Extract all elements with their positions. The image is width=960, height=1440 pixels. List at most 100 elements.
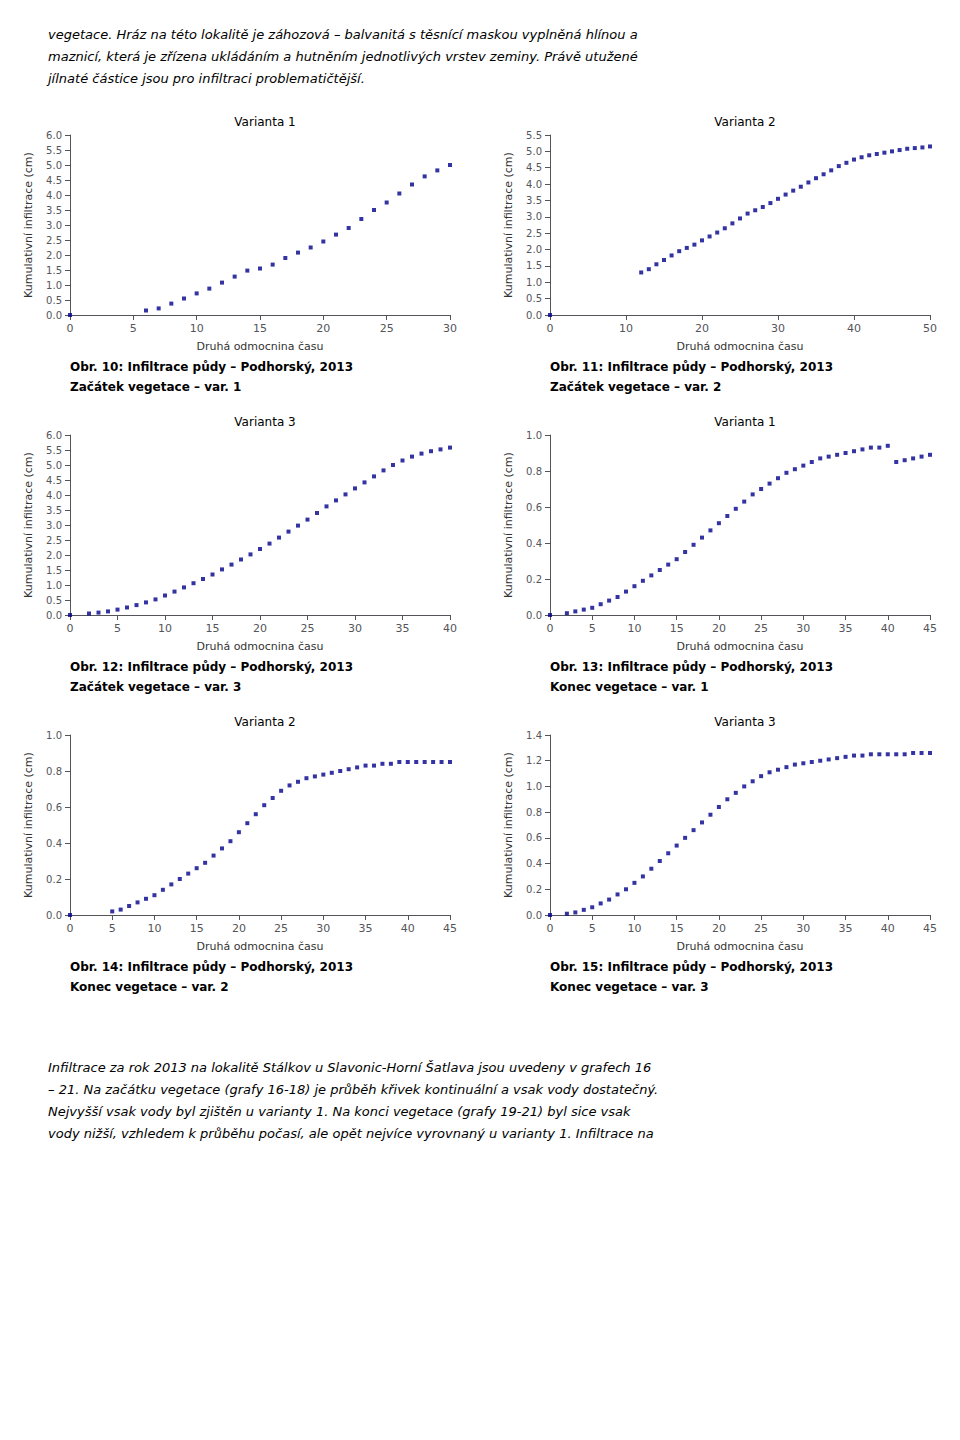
svg-text:Varianta 2: Varianta 2 [714, 115, 775, 129]
svg-text:35: 35 [396, 622, 410, 635]
svg-text:vody nižší, vzhledem k průběhu: vody nižší, vzhledem k průběhu počasí, a… [48, 1126, 654, 1141]
svg-text:0.2: 0.2 [46, 874, 62, 885]
svg-text:5: 5 [589, 922, 596, 935]
svg-text:2.5: 2.5 [46, 235, 62, 246]
svg-text:Kumulativní infiltrace (cm): Kumulativní infiltrace (cm) [22, 752, 35, 898]
svg-text:Druhá odmocnina času: Druhá odmocnina času [196, 340, 323, 353]
svg-text:40: 40 [401, 922, 415, 935]
svg-text:5.0: 5.0 [46, 460, 62, 471]
svg-text:25: 25 [754, 922, 768, 935]
svg-text:30: 30 [796, 622, 810, 635]
svg-text:Obr. 12: Infiltrace půdy – Pod: Obr. 12: Infiltrace půdy – Podhorský, 20… [70, 660, 353, 674]
svg-text:Obr. 10: Infiltrace půdy – Pod: Obr. 10: Infiltrace půdy – Podhorský, 20… [70, 360, 353, 374]
svg-text:1.0: 1.0 [526, 781, 542, 792]
svg-text:0.0: 0.0 [46, 310, 62, 321]
svg-text:Konec vegetace – var. 1: Konec vegetace – var. 1 [550, 680, 709, 694]
svg-text:0: 0 [547, 322, 554, 335]
svg-text:15: 15 [670, 622, 684, 635]
svg-text:3.0: 3.0 [46, 220, 62, 231]
svg-text:2.5: 2.5 [526, 228, 542, 239]
svg-text:0.5: 0.5 [46, 595, 62, 606]
svg-text:25: 25 [301, 622, 315, 635]
svg-text:45: 45 [443, 922, 457, 935]
svg-text:0.4: 0.4 [46, 838, 62, 849]
svg-text:1.5: 1.5 [526, 260, 542, 271]
svg-text:Kumulativní infiltrace (cm): Kumulativní infiltrace (cm) [22, 152, 35, 298]
svg-text:0.0: 0.0 [526, 610, 542, 621]
svg-text:0.5: 0.5 [526, 293, 542, 304]
svg-text:40: 40 [881, 922, 895, 935]
svg-text:10: 10 [147, 922, 161, 935]
svg-text:15: 15 [253, 322, 267, 335]
svg-text:4.0: 4.0 [46, 490, 62, 501]
svg-text:5: 5 [114, 622, 121, 635]
svg-text:3.5: 3.5 [526, 195, 542, 206]
svg-text:Obr. 13: Infiltrace půdy – Pod: Obr. 13: Infiltrace půdy – Podhorský, 20… [550, 660, 833, 674]
svg-text:0.8: 0.8 [46, 766, 62, 777]
svg-text:5.5: 5.5 [526, 130, 542, 141]
svg-text:0: 0 [67, 622, 74, 635]
svg-text:25: 25 [274, 922, 288, 935]
svg-text:Kumulativní infiltrace (cm): Kumulativní infiltrace (cm) [502, 452, 515, 598]
svg-text:– 21. Na začátku vegetace (gra: – 21. Na začátku vegetace (grafy 16-18) … [48, 1082, 658, 1097]
svg-text:4.5: 4.5 [46, 175, 62, 186]
svg-text:5.0: 5.0 [526, 146, 542, 157]
svg-text:0.6: 0.6 [526, 832, 542, 843]
svg-text:Druhá odmocnina času: Druhá odmocnina času [676, 640, 803, 653]
svg-text:0.4: 0.4 [526, 538, 542, 549]
svg-text:2.0: 2.0 [526, 244, 542, 255]
svg-text:Varianta 3: Varianta 3 [714, 715, 775, 729]
svg-text:0.2: 0.2 [526, 574, 542, 585]
svg-text:vegetace. Hráz na této lokalit: vegetace. Hráz na této lokalitě je zához… [48, 27, 638, 42]
svg-text:Začátek vegetace – var. 2: Začátek vegetace – var. 2 [550, 380, 721, 394]
svg-text:25: 25 [754, 622, 768, 635]
svg-text:1.5: 1.5 [46, 265, 62, 276]
svg-text:10: 10 [627, 922, 641, 935]
svg-text:Konec vegetace – var. 2: Konec vegetace – var. 2 [70, 980, 229, 994]
svg-text:0: 0 [67, 322, 74, 335]
svg-text:0.8: 0.8 [526, 807, 542, 818]
svg-text:Kumulativní infiltrace (cm): Kumulativní infiltrace (cm) [502, 152, 515, 298]
svg-text:Kumulativní infiltrace (cm): Kumulativní infiltrace (cm) [22, 452, 35, 598]
svg-text:0: 0 [547, 922, 554, 935]
svg-text:Varianta 2: Varianta 2 [234, 715, 295, 729]
svg-text:6.0: 6.0 [46, 430, 62, 441]
svg-text:1.0: 1.0 [46, 580, 62, 591]
svg-text:3.5: 3.5 [46, 505, 62, 516]
svg-text:6.0: 6.0 [46, 130, 62, 141]
svg-text:5.5: 5.5 [46, 145, 62, 156]
svg-text:Kumulativní infiltrace (cm): Kumulativní infiltrace (cm) [502, 752, 515, 898]
svg-text:20: 20 [253, 622, 267, 635]
svg-text:20: 20 [316, 322, 330, 335]
svg-text:Nejvyšší vsak vody byl zjištěn: Nejvyšší vsak vody byl zjištěn u variant… [48, 1104, 631, 1119]
svg-text:0.0: 0.0 [46, 610, 62, 621]
svg-text:0.0: 0.0 [46, 910, 62, 921]
svg-text:35: 35 [839, 922, 853, 935]
svg-text:20: 20 [712, 622, 726, 635]
svg-text:5: 5 [589, 622, 596, 635]
svg-text:10: 10 [190, 322, 204, 335]
svg-text:35: 35 [359, 922, 373, 935]
svg-text:4.0: 4.0 [526, 179, 542, 190]
svg-text:Varianta 3: Varianta 3 [234, 415, 295, 429]
svg-text:0.8: 0.8 [526, 466, 542, 477]
svg-text:Druhá odmocnina času: Druhá odmocnina času [676, 340, 803, 353]
svg-text:1.0: 1.0 [46, 730, 62, 741]
svg-text:30: 30 [796, 922, 810, 935]
svg-text:30: 30 [316, 922, 330, 935]
svg-text:30: 30 [348, 622, 362, 635]
svg-text:0.0: 0.0 [526, 910, 542, 921]
svg-text:0.5: 0.5 [46, 295, 62, 306]
svg-text:Infiltrace za rok 2013 na loka: Infiltrace za rok 2013 na lokalitě Stálk… [48, 1060, 651, 1075]
svg-text:0.6: 0.6 [526, 502, 542, 513]
svg-text:5.0: 5.0 [46, 160, 62, 171]
svg-text:3.0: 3.0 [526, 211, 542, 222]
svg-text:5.5: 5.5 [46, 445, 62, 456]
svg-text:10: 10 [158, 622, 172, 635]
svg-text:Začátek vegetace – var. 3: Začátek vegetace – var. 3 [70, 680, 241, 694]
svg-text:1.0: 1.0 [46, 280, 62, 291]
svg-text:Druhá odmocnina času: Druhá odmocnina času [196, 940, 323, 953]
svg-text:jílnaté částice jsou pro infil: jílnaté částice jsou pro infiltraci prob… [46, 71, 365, 86]
svg-text:3.5: 3.5 [46, 205, 62, 216]
svg-text:10: 10 [619, 322, 633, 335]
